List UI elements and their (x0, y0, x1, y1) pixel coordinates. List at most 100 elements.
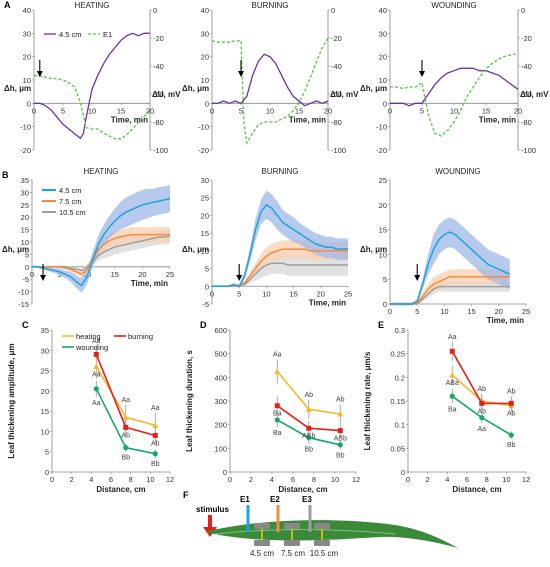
y-axis-label-right: ΔU, mV (152, 90, 181, 99)
y-tick-label: 15 (41, 407, 49, 416)
significance-label: Bb (151, 461, 160, 468)
data-marker (306, 435, 312, 441)
y-axis-label: Δh, μm (182, 245, 209, 254)
data-marker (274, 417, 280, 423)
series-band-7-5-cm (390, 269, 510, 305)
series-band-7-5-cm (32, 227, 170, 278)
data-marker (306, 425, 312, 431)
x-tick-label: 10 (440, 307, 448, 316)
y-tick-label: 30 (201, 176, 209, 185)
leaf-vein (214, 529, 396, 535)
x-tick-label: 12 (522, 475, 530, 484)
x-tick-label: 25 (166, 270, 174, 279)
y-tick-label: 300 (214, 397, 227, 406)
y-tick-label: 0 (25, 263, 29, 272)
data-marker (479, 414, 485, 421)
y-tick-label: 25 (201, 194, 209, 203)
x-tick-label: 8 (312, 475, 316, 484)
significance-label: Aa (151, 405, 160, 412)
series-band-4-5-cm (390, 217, 510, 306)
x-tick-label: 12 (352, 475, 360, 484)
x-tick-label: 20 (495, 307, 503, 316)
y-tick-label: 0 (45, 468, 49, 477)
y-tick-label: 30 (201, 29, 209, 38)
series-line-4-5-cm (390, 231, 510, 305)
x-tick-label: 20 (138, 270, 146, 279)
y-tick-label: 35 (41, 326, 49, 335)
y-tick-label: 5 (383, 275, 387, 284)
y-tick-label-right: 0 (331, 6, 335, 15)
y-tick-label: -15 (18, 300, 29, 309)
y-tick-label-right: -80 (153, 118, 164, 127)
x-tick-label: 0 (228, 475, 232, 484)
y-tick-label: 25 (21, 201, 29, 210)
distance-label: 4.5 cm (250, 549, 274, 558)
x-tick-label: 0 (30, 270, 34, 279)
y-tick-label: 30 (41, 346, 49, 355)
x-tick-label: 0 (388, 106, 392, 115)
series-line-7-5-cm (212, 248, 348, 288)
x-tick-label: 5 (237, 289, 241, 298)
stimulus-arrow-head (414, 275, 421, 281)
sensor-bottom (254, 540, 270, 546)
x-tick-label: 6 (291, 475, 295, 484)
series-line-e1 (34, 75, 151, 140)
y-tick-label: 40 (201, 6, 209, 15)
data-marker (337, 411, 344, 417)
legend-label: 7.5 cm (59, 197, 82, 206)
series-line-4-5-cm (390, 67, 519, 107)
y-tick-label: 0 (205, 282, 209, 291)
stimulus-arrow-head (36, 71, 43, 77)
x-tick-label: 2 (426, 475, 430, 484)
y-axis-label: Leaf thickening duration, s (185, 350, 194, 452)
x-tick-label: 0 (406, 475, 410, 484)
y-tick-label: 20 (379, 201, 387, 210)
panel-c: C 0 5 10 15 20 25 30 35 0 2 4 6 8 10 12 Distance, cm Leaf… (7, 320, 174, 494)
stimulus-arrow-head (236, 275, 243, 281)
y-tick-label: -10 (376, 123, 387, 132)
y-tick-label: -20 (20, 146, 31, 155)
y-tick-label: -20 (198, 146, 209, 155)
x-axis-label: Distance, cm (278, 485, 327, 494)
y-tick-label: 10 (379, 76, 387, 85)
data-marker (508, 400, 514, 406)
y-tick-label: 20 (201, 53, 209, 62)
y-axis-label: Δh, μm (4, 84, 31, 93)
significance-label: Bb (121, 455, 130, 462)
significance-label: Bb (336, 453, 345, 460)
data-marker (93, 351, 99, 357)
panel-title: HEATING (84, 167, 119, 176)
data-marker (122, 414, 129, 420)
sensor-bottom (314, 540, 330, 546)
y-axis-label: Leaf thickening rate, μm/s (363, 351, 372, 450)
y-tick-label: 100 (214, 444, 227, 453)
x-axis-label: Time, min (289, 115, 326, 124)
series-line-e1 (390, 52, 519, 137)
panel-title: WOUNDING (431, 1, 476, 10)
series-line-4-5-cm (212, 203, 348, 288)
x-tick-label: 25 (344, 289, 352, 298)
y-tick-label-right: -100 (331, 146, 346, 155)
x-tick-label: 12 (166, 475, 174, 484)
x-axis-label: Time, min (479, 115, 516, 124)
y-tick-label: 40 (23, 6, 31, 15)
data-marker (93, 363, 100, 370)
y-tick-label: 0.15 (390, 397, 405, 406)
electrode-label: E3 (302, 495, 312, 504)
data-marker (152, 451, 158, 457)
x-tick-label: 5 (61, 106, 65, 115)
data-marker (123, 424, 129, 430)
x-tick-label: 0 (32, 106, 36, 115)
panel-letter: D (200, 320, 207, 330)
significance-label: Ab (151, 440, 160, 447)
data-marker (337, 428, 343, 434)
y-tick-label: 0 (27, 99, 31, 108)
sensor-bottom (284, 540, 300, 546)
x-tick-label: 25 (522, 307, 530, 316)
x-tick-label: 6 (465, 475, 469, 484)
x-axis-label: Time, min (487, 316, 524, 325)
legend-label: wounding (75, 343, 108, 352)
